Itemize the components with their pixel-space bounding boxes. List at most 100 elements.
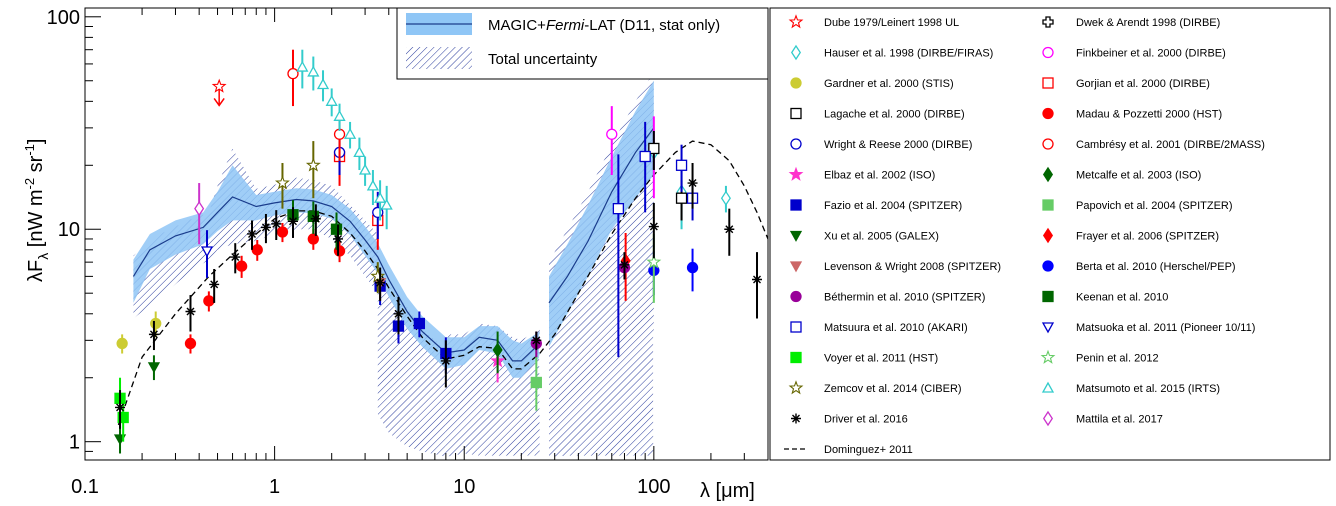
data-point	[325, 94, 338, 106]
data-point	[370, 268, 386, 283]
legend-label: Fazio et al. 2004 (SPITZER)	[824, 200, 962, 212]
legend-label: Penin et al. 2012	[1076, 353, 1159, 365]
data-point	[310, 213, 321, 224]
magic-fermi-line-2	[548, 127, 655, 304]
legend-marker	[788, 14, 804, 29]
legend-label: Wright & Reese 2000 (DIRBE)	[824, 139, 972, 151]
data-point	[530, 376, 542, 389]
series-11	[492, 331, 503, 374]
data-point	[287, 67, 299, 80]
band-legend-label-em: Fermi	[546, 17, 585, 34]
data-point	[235, 260, 248, 272]
data-point	[375, 277, 386, 288]
legend-marker	[788, 380, 804, 395]
legend-label: Hauser et al. 1998 (DIRBE/FIRAS)	[824, 48, 993, 60]
data-point	[296, 60, 309, 72]
x-tick-label: 100	[637, 476, 670, 498]
data-point	[117, 411, 129, 424]
data-point	[675, 159, 688, 171]
y-axis-label: λFλ [nW m-2 sr-1]	[22, 139, 51, 282]
plot-area: 0.1 1 10 100 1 10 100	[47, 7, 769, 498]
legend-marker	[789, 261, 803, 273]
y-tick-label: 100	[47, 7, 80, 29]
data-point	[305, 157, 321, 172]
data-point	[393, 308, 404, 319]
data-point	[612, 203, 625, 215]
y-label-sup2: -1	[22, 144, 37, 156]
legend-label: Gardner et al. 2000 (STIS)	[824, 78, 954, 90]
data-point	[440, 355, 451, 366]
legend-marker	[788, 166, 804, 181]
data-point	[150, 317, 162, 330]
data-point	[194, 200, 205, 217]
series-13	[530, 350, 542, 411]
data-point	[606, 128, 618, 140]
data-point	[274, 175, 290, 190]
legend-label: Zemcov et al. 2014 (CIBER)	[824, 383, 962, 395]
band-legend-total-swatch	[406, 47, 472, 69]
legend-marker	[1042, 260, 1054, 272]
legend-marker	[1042, 166, 1054, 183]
data-point	[184, 337, 197, 350]
legend-marker	[1042, 290, 1054, 303]
band-legend: MAGIC+Fermi-LAT (D11, stat only) Total un…	[396, 7, 769, 80]
y-tick-label: 1	[69, 432, 80, 454]
series-legend: Dube 1979/Leinert 1998 UL Dwek & Arendt 1…	[769, 7, 1331, 461]
x-axis-label: λ [μm]	[700, 480, 755, 502]
legend-label: Mattila et al. 2017	[1076, 414, 1163, 426]
data-point	[116, 337, 128, 350]
y-label-sr: sr	[25, 155, 47, 178]
legend-marker	[1042, 227, 1054, 244]
data-point	[307, 65, 320, 77]
data-point	[287, 216, 298, 227]
data-point	[724, 224, 735, 235]
data-point	[209, 279, 220, 290]
legend-label: Metcalfe et al. 2003 (ISO)	[1076, 170, 1201, 182]
data-point	[333, 109, 346, 121]
data-point	[646, 254, 662, 269]
data-point	[260, 222, 271, 233]
legend-marker	[1042, 16, 1054, 28]
legend-marker	[1042, 199, 1054, 211]
legend-label: Madau & Pozzetti 2000 (HST)	[1076, 109, 1222, 121]
data-point	[413, 317, 426, 330]
data-point	[648, 221, 659, 232]
y-label-units: [nW m	[25, 189, 47, 252]
legend-marker	[1042, 107, 1054, 120]
legend-marker	[790, 290, 802, 303]
legend-marker	[1042, 77, 1054, 89]
data-point	[211, 78, 227, 93]
legend-marker	[1041, 381, 1055, 393]
x-tick-label: 10	[453, 476, 475, 498]
y-label-lambda: λF	[25, 260, 47, 282]
data-point	[358, 163, 372, 175]
data-point	[251, 244, 263, 256]
legend-marker	[1042, 138, 1054, 150]
legend-marker	[1040, 349, 1056, 364]
series-24	[274, 141, 386, 294]
data-point	[639, 150, 651, 163]
band-legend-label-post: -LAT (D11, stat only)	[584, 17, 720, 34]
legend-label-dominguez: Dominguez+ 2011	[824, 444, 913, 456]
legend-label: Berta et al. 2010 (Herschel/PEP)	[1076, 261, 1236, 273]
band-legend-label-pre: MAGIC+	[488, 17, 546, 34]
y-tick-label: 10	[58, 219, 80, 241]
legend-label: Matsuura et al. 2010 (AKARI)	[824, 322, 968, 334]
legend-label: Frayer et al. 2006 (SPITZER)	[1076, 231, 1219, 243]
legend-label: Matsuoka et al. 2011 (Pioneer 10/11)	[1076, 322, 1255, 334]
y-label-close: ]	[25, 139, 47, 145]
data-point	[675, 192, 688, 204]
data-point	[185, 306, 196, 317]
data-point	[353, 146, 366, 158]
legend-marker	[790, 351, 802, 364]
legend-label: Lagache et al. 2000 (DIRBE)	[824, 109, 965, 121]
series-26	[115, 163, 763, 429]
data-point	[343, 127, 357, 139]
data-point	[200, 246, 214, 258]
legend-label: Dube 1979/Leinert 1998 UL	[824, 17, 959, 29]
legend-label: Xu et al. 2005 (GALEX)	[824, 231, 939, 243]
legend-label: Keenan et al. 2010	[1076, 292, 1168, 304]
total-uncertainty-band-1	[377, 269, 446, 457]
legend-marker	[1042, 46, 1054, 59]
